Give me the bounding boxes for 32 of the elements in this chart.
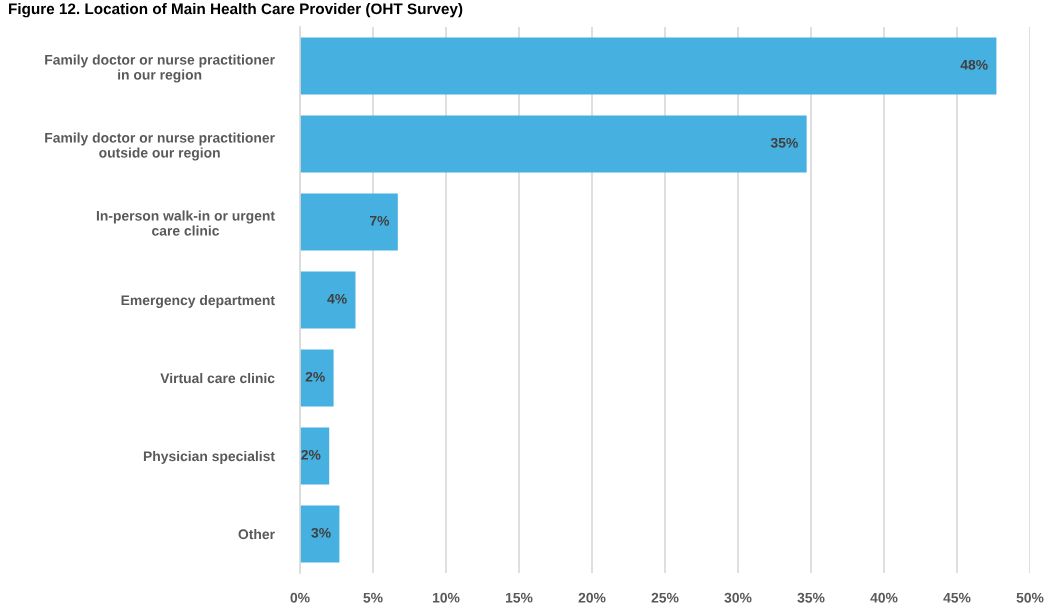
bar bbox=[300, 115, 807, 173]
y-tick-label: Emergency department bbox=[121, 294, 275, 308]
data-label: 35% bbox=[770, 137, 798, 148]
data-label: 4% bbox=[327, 293, 347, 304]
x-tick-label: 20% bbox=[578, 592, 606, 603]
bar bbox=[300, 505, 340, 563]
x-tick-label: 10% bbox=[432, 592, 460, 603]
bar bbox=[300, 349, 334, 407]
x-tick-label: 40% bbox=[870, 592, 898, 603]
y-tick-label: Other bbox=[238, 528, 275, 540]
y-tick-label: Family doctor or nurse practitioner in our region bbox=[45, 54, 275, 83]
x-tick-label: 30% bbox=[724, 592, 752, 603]
y-tick-label: In-person walk-in or urgent care clinic bbox=[96, 210, 275, 236]
chart-title: Figure 12. Location of Main Health Care Provider (OHT Survey) bbox=[9, 3, 463, 18]
x-tick-label: 35% bbox=[797, 592, 825, 603]
y-tick-label: Virtual care clinic bbox=[160, 372, 275, 384]
x-tick-label: 0% bbox=[290, 592, 310, 603]
x-tick-label: 5% bbox=[363, 592, 383, 603]
y-tick-label: Physician specialist bbox=[143, 450, 275, 464]
data-label: 48% bbox=[960, 59, 988, 70]
x-tick-label: 50% bbox=[1016, 592, 1044, 603]
y-tick-label: Family doctor or nurse practitioner outside our region bbox=[45, 132, 275, 161]
bar bbox=[300, 271, 356, 329]
data-label: 7% bbox=[370, 215, 390, 226]
x-tick-label: 25% bbox=[651, 592, 679, 603]
bar bbox=[300, 193, 398, 251]
data-label: 2% bbox=[305, 371, 325, 382]
x-tick-label: 45% bbox=[943, 592, 971, 603]
data-label: 3% bbox=[311, 527, 331, 538]
x-tick-label: 15% bbox=[505, 592, 533, 603]
data-label: 2% bbox=[301, 449, 321, 460]
bar bbox=[300, 37, 997, 95]
